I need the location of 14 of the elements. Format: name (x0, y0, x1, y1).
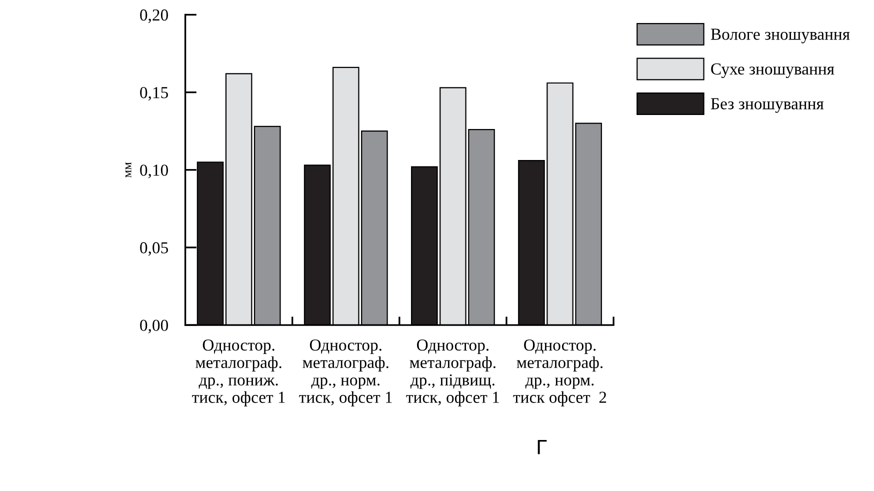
legend-label: Сухе зношування (711, 63, 834, 78)
x-tick-label: Одностор. металограф. др., підвищ. тиск, офсет 1 (406, 339, 499, 406)
y-tick-label: 0,15 (140, 87, 168, 101)
legend-label: Без зношування (710, 98, 824, 113)
y-axis-title: мм (126, 162, 132, 178)
legend-label: Вологе зношування (710, 28, 850, 44)
y-tick-label: 0,05 (140, 242, 168, 256)
x-tick-label: Одностор. металограф. др., норм. тиск офсет 2 (513, 339, 606, 406)
y-tick-label: 0,00 (140, 320, 168, 334)
y-tick-label: 0,20 (140, 9, 168, 24)
x-tick-label: Одностор. металограф. др., пониж. тиск, офсет 1 (192, 339, 285, 406)
y-tick-label: 0,10 (140, 164, 168, 178)
text: Г (538, 440, 547, 454)
x-tick-label: Одностор. металограф. др., норм. тиск, офсет 1 (299, 339, 392, 406)
